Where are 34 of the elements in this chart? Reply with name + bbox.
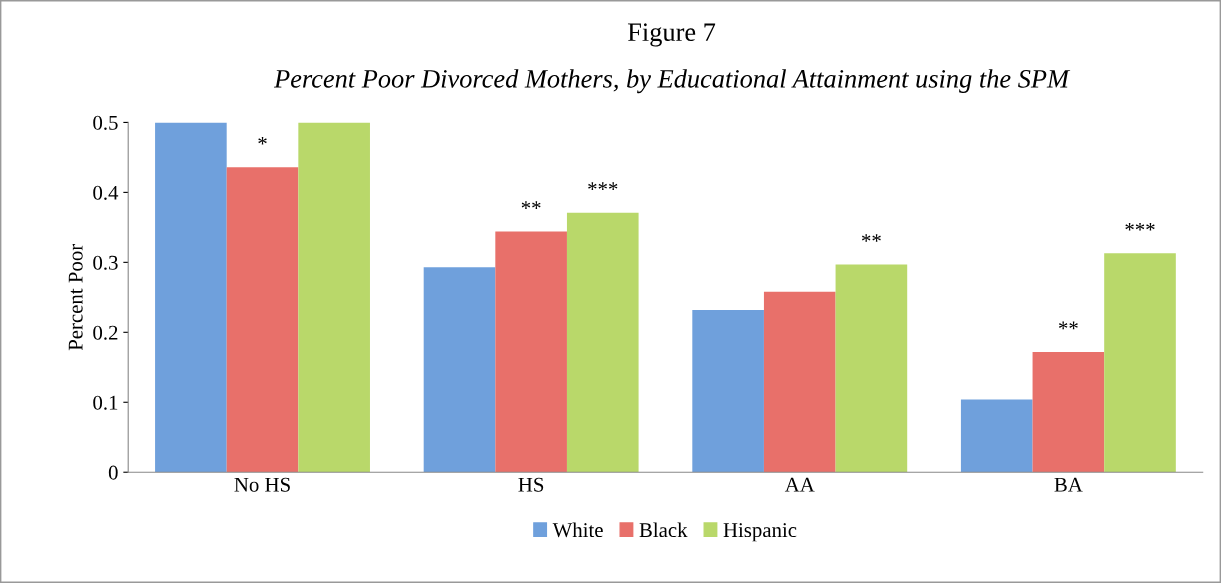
y-tick-label: 0.3 [93,255,118,270]
y-tick-label: 0.4 [93,185,119,200]
bar [226,167,299,473]
y-tick-label: 0 [108,465,118,480]
annotation: ** [521,201,541,209]
legend-label: Hispanic [723,523,797,542]
y-tick-label: 0.1 [93,395,118,410]
x-tick-label: HS [518,477,544,492]
y-tick-label: 0.5 [93,115,118,130]
annotation: *** [588,182,618,191]
y-tick-label: 0.2 [93,325,118,340]
bar [835,264,908,473]
bar [763,291,836,473]
chart-subtitle: Percent Poor Divorced Mothers, by Educational Attainment using the SPM [273,69,1071,94]
bar [423,267,496,473]
annotation: *** [1125,222,1155,231]
bar [298,122,370,473]
legend-label: Black [639,522,688,538]
bar [1104,253,1176,473]
bar [960,399,1033,473]
legend-label: White [552,522,603,538]
annotation: ** [1058,321,1078,330]
x-tick-label: No HS [234,477,290,492]
y-axis-title: Percent Poor [68,244,83,351]
bar [692,309,764,473]
bar [155,122,227,473]
x-tick-label: AA [784,477,815,492]
bar [566,212,639,473]
annotation: ** [861,234,881,242]
annotation: * [258,136,267,145]
bar [1032,351,1105,473]
x-tick-label: BA [1054,477,1083,492]
bar [495,231,567,473]
chart-title: Figure 7 [627,23,716,47]
